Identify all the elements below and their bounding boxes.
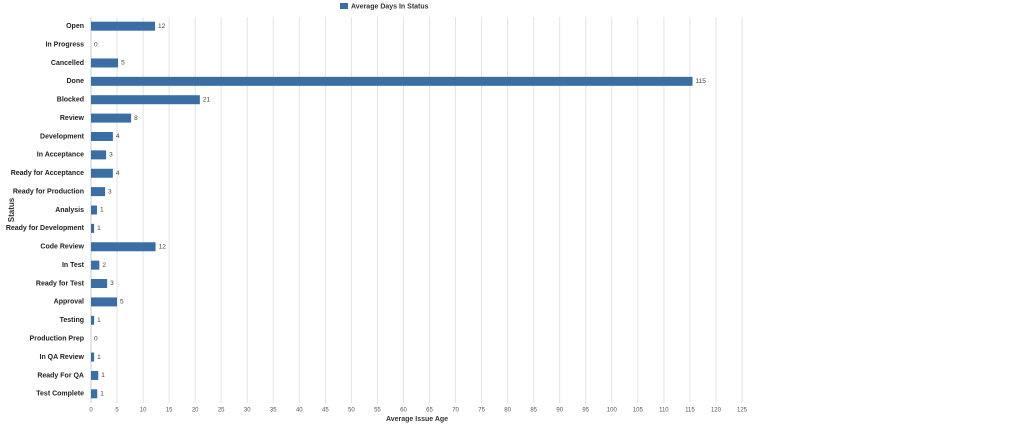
x-tick-label: 40	[296, 408, 303, 414]
value-label: 5	[121, 60, 125, 67]
value-label: 0	[94, 335, 98, 342]
bar	[91, 168, 113, 178]
value-label: 2	[102, 262, 106, 269]
value-label: 8	[134, 115, 138, 122]
y-tick-label: Production Prep	[30, 336, 84, 343]
bar	[91, 223, 95, 233]
value-label: 5	[120, 299, 124, 306]
y-tick-label: Development	[40, 133, 85, 140]
value-label: 3	[108, 188, 112, 195]
bar	[91, 389, 98, 399]
y-tick-label: Review	[60, 115, 85, 122]
value-label: 1	[97, 225, 101, 232]
x-tick-label: 100	[607, 408, 618, 414]
x-tick-label: 45	[322, 408, 329, 414]
bar	[91, 21, 156, 31]
bar	[91, 352, 95, 362]
y-tick-label: Code Review	[40, 244, 84, 251]
bar	[91, 260, 100, 270]
value-label: 4	[116, 133, 120, 140]
bar	[91, 58, 119, 68]
x-tick-label: 75	[478, 408, 485, 414]
bar	[91, 95, 200, 105]
bar	[91, 76, 693, 86]
y-tick-label: In Acceptance	[37, 152, 84, 159]
x-tick-label: 20	[192, 408, 199, 414]
y-tick-label: Ready for Development	[6, 225, 85, 232]
x-tick-label: 65	[426, 408, 433, 414]
x-tick-label: 50	[348, 408, 355, 414]
y-axis-title: Status	[7, 197, 16, 222]
y-tick-label: Test Complete	[36, 391, 84, 398]
bar	[91, 131, 113, 141]
y-tick-label: Cancelled	[51, 60, 84, 67]
x-tick-label: 90	[556, 408, 563, 414]
value-label: 3	[110, 280, 114, 287]
x-tick-label: 30	[244, 408, 251, 414]
y-tick-label: Ready for Test	[36, 280, 85, 287]
x-tick-label: 55	[374, 408, 381, 414]
y-tick-label: Ready for Production	[13, 188, 84, 195]
x-tick-label: 60	[400, 408, 407, 414]
y-tick-label: Done	[67, 78, 85, 85]
bar	[91, 150, 107, 160]
x-tick-label: 70	[452, 408, 459, 414]
y-tick-label: Testing	[60, 317, 84, 324]
y-tick-label: In Test	[62, 262, 85, 269]
bar	[91, 279, 108, 289]
bar	[91, 315, 95, 325]
x-tick-label: 80	[504, 408, 511, 414]
bar	[91, 297, 118, 307]
x-tick-label: 105	[633, 408, 644, 414]
bar	[91, 242, 156, 252]
x-tick-label: 110	[659, 408, 669, 414]
y-tick-label: In QA Review	[40, 354, 85, 361]
y-tick-label: Open	[66, 23, 84, 30]
value-label: 115	[696, 78, 707, 85]
bar	[91, 187, 106, 197]
x-tick-label: 125	[737, 408, 748, 414]
x-tick-label: 10	[140, 408, 147, 414]
y-tick-label: Analysis	[55, 207, 84, 214]
x-axis-title: Average Issue Age	[386, 416, 448, 423]
y-tick-label: Blocked	[57, 97, 84, 104]
y-tick-label: Ready For QA	[37, 372, 84, 379]
value-label: 1	[100, 207, 104, 214]
value-label: 3	[109, 152, 113, 159]
value-label: 4	[116, 170, 120, 177]
value-label: 1	[97, 354, 101, 361]
x-tick-label: 85	[530, 408, 537, 414]
y-tick-label: Ready for Acceptance	[11, 170, 84, 177]
legend-label: Average Days In Status	[351, 3, 429, 10]
x-tick-label: 25	[218, 408, 225, 414]
bar	[91, 113, 132, 123]
x-tick-label: 15	[166, 408, 173, 414]
value-label: 1	[101, 372, 105, 379]
value-label: 0	[94, 41, 98, 48]
bar	[91, 370, 99, 380]
value-label: 12	[159, 243, 167, 250]
value-label: 1	[97, 317, 101, 324]
value-label: 1	[100, 391, 104, 398]
x-tick-label: 95	[582, 408, 589, 414]
x-tick-label: 115	[685, 408, 695, 414]
y-tick-label: In Progress	[45, 41, 84, 48]
bar	[91, 205, 97, 215]
x-tick-label: 35	[270, 408, 277, 414]
y-tick-label: Approval	[54, 299, 84, 306]
value-label: 12	[158, 23, 166, 30]
x-tick-label: 120	[711, 408, 722, 414]
x-tick-label: 0	[89, 408, 93, 414]
legend-swatch	[340, 3, 348, 9]
x-tick-label: 5	[115, 408, 119, 414]
value-label: 21	[203, 96, 211, 103]
